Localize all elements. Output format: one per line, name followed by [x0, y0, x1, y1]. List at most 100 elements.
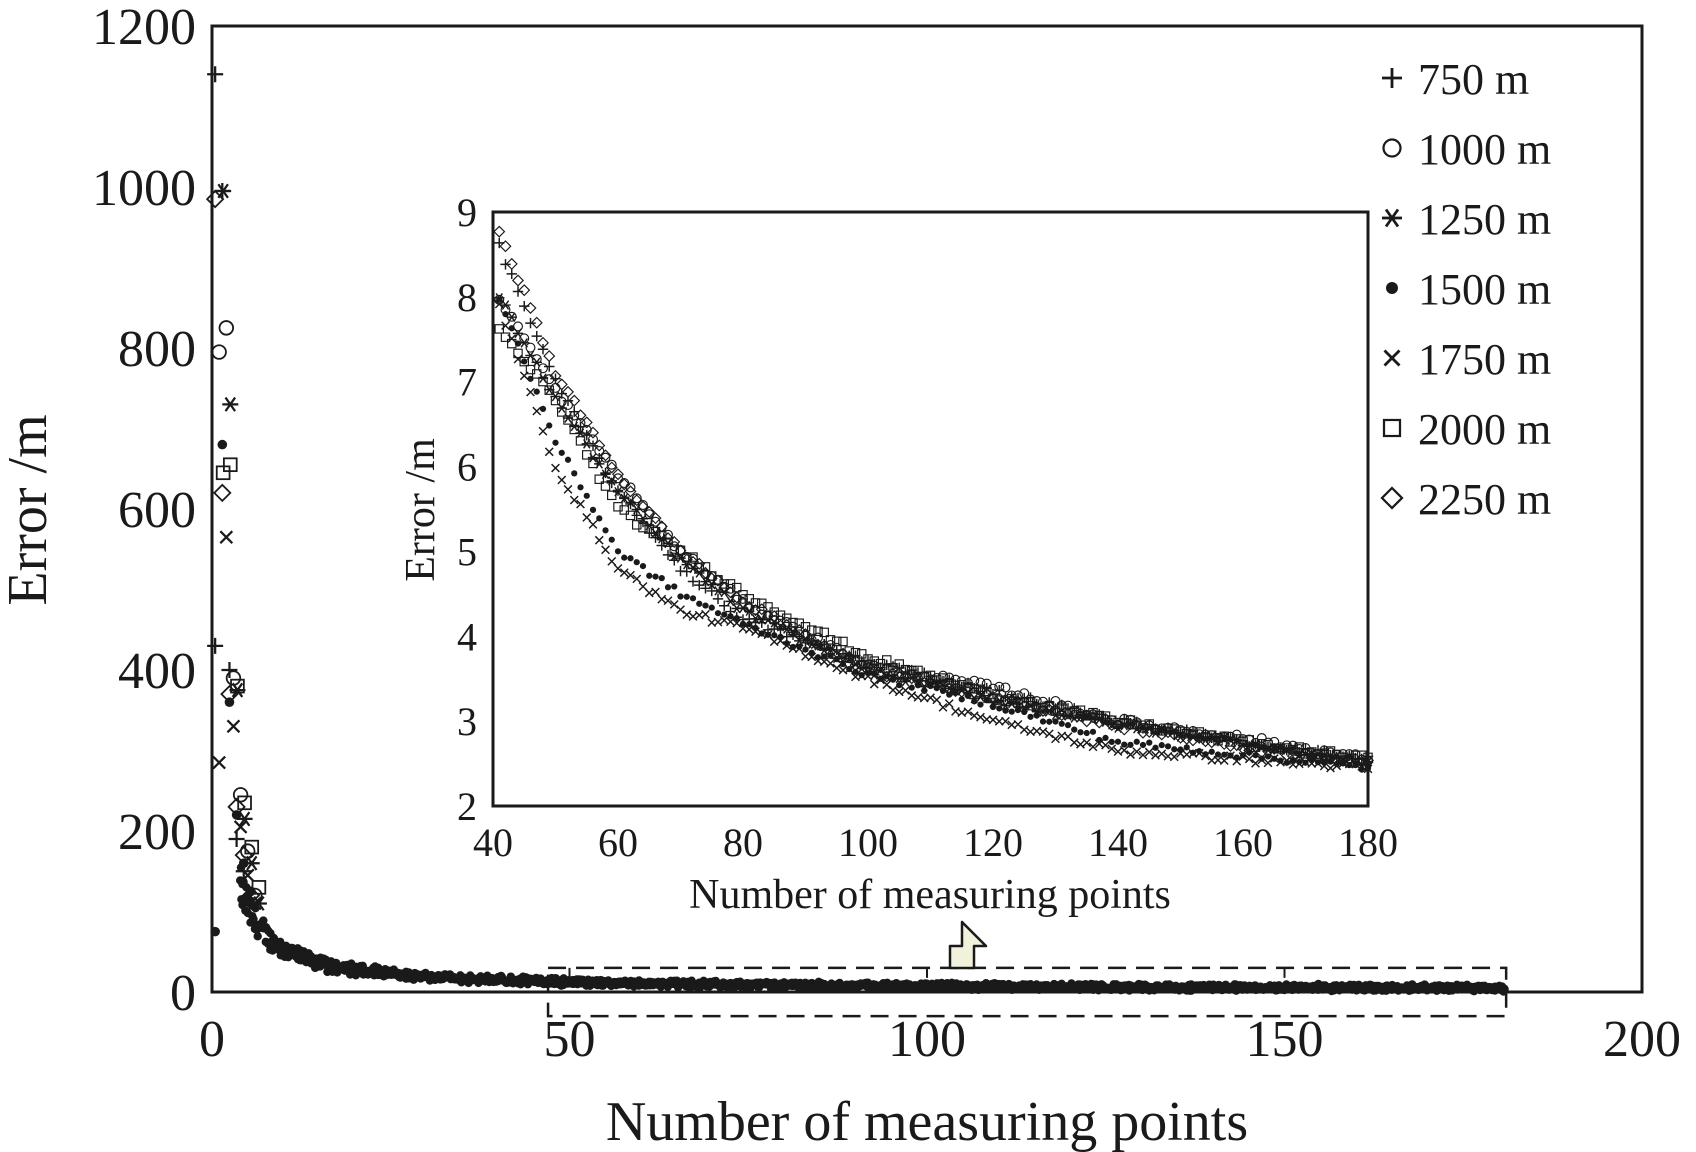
main-point-2000m [244, 839, 260, 855]
inset-point [524, 301, 537, 315]
inset-point [507, 338, 517, 349]
inset-point [744, 624, 754, 634]
inset-point [552, 439, 559, 446]
inset-point [1168, 728, 1181, 741]
inset-point [1075, 705, 1086, 715]
inset-point [532, 406, 542, 416]
inset-x-tick-label: 80 [723, 820, 763, 865]
inset-point [621, 554, 628, 561]
inset-point [636, 500, 650, 513]
inset-point [658, 575, 665, 582]
inset-point [1257, 755, 1267, 765]
inset-point [807, 652, 817, 662]
inset-point [1163, 723, 1173, 733]
inset-point [686, 555, 700, 568]
inset-point [632, 520, 642, 530]
inset-point [1307, 747, 1317, 757]
inset-point [780, 618, 793, 631]
inset-point [1300, 749, 1311, 759]
main-point-1750m [248, 896, 262, 911]
inset-x-axis-label: Number of measuring points [689, 872, 1171, 918]
inset-point [569, 424, 579, 435]
inset-point [643, 505, 656, 518]
inset-point [1252, 752, 1259, 759]
inset-point [1044, 700, 1054, 711]
main-point-2000m [237, 795, 252, 811]
main-point-1750m [219, 530, 234, 544]
inset-point [1132, 747, 1142, 757]
inset-point [889, 676, 897, 683]
inset-point [833, 656, 840, 663]
inset-point [1062, 700, 1074, 711]
inset-point [838, 636, 848, 647]
inset-point [901, 686, 910, 695]
legend-entry: 1000 m [1382, 125, 1551, 174]
legend-label: 750 m [1418, 55, 1529, 104]
inset-point [533, 388, 540, 395]
inset-point [794, 636, 805, 646]
inset-point [799, 628, 812, 641]
inset-point [1255, 746, 1268, 759]
main-y-axis-label: Error /m [0, 414, 59, 605]
inset-point [594, 445, 605, 456]
inset-point [1038, 702, 1048, 713]
inset-point [1238, 752, 1248, 761]
inset-point [496, 296, 503, 303]
inset-point [652, 573, 659, 580]
inset-point [744, 606, 755, 617]
inset-point [575, 436, 586, 446]
inset-point [1039, 718, 1047, 725]
inset-point [569, 495, 579, 505]
inset-point [1038, 727, 1048, 737]
inset-point [631, 493, 642, 504]
inset-point [638, 522, 648, 533]
inset-point [911, 674, 925, 687]
inset-point [750, 613, 761, 624]
inset-point [586, 426, 600, 439]
inset-data-marks [493, 225, 1375, 774]
inset-point [976, 712, 985, 722]
inset-point [500, 332, 511, 342]
inset-point [1139, 741, 1147, 749]
inset-y-tick-labels: 2 3 4 5 6 7 8 9 [457, 190, 477, 829]
main-x-tick-label: 50 [544, 1011, 596, 1068]
inset-point [789, 643, 797, 651]
inset-point [1058, 720, 1065, 727]
legend-label: 2250 m [1418, 475, 1551, 524]
legend-marker-asterisk [1382, 208, 1402, 228]
inset-point [886, 667, 900, 680]
main-point-1750m [212, 755, 226, 770]
inset-point [600, 467, 611, 479]
inset-point [857, 649, 867, 659]
inset-point [1152, 744, 1159, 751]
main-point-1750m [233, 820, 248, 834]
inset-point [836, 647, 850, 660]
inset-point [730, 591, 743, 604]
inset-point [1349, 752, 1362, 765]
inset-point [689, 595, 697, 602]
inset-point [1127, 741, 1134, 749]
inset-point [1164, 743, 1172, 750]
inset-point [677, 593, 684, 600]
inset-point [1171, 746, 1178, 753]
inset-point [926, 693, 935, 703]
main-y-tick-label: 800 [118, 321, 196, 378]
inset-point [971, 698, 978, 705]
inset-point [930, 678, 943, 691]
inset-point [805, 637, 818, 650]
inset-point [1089, 728, 1097, 735]
inset-point [582, 450, 592, 460]
inset-chart: 40 60 80 100 120 140 160 180 2 3 4 5 6 7 8 9 Number of… [398, 190, 1398, 918]
inset-point [711, 574, 725, 587]
inset-point [1019, 725, 1029, 735]
inset-point [1350, 750, 1361, 761]
inset-point [839, 661, 847, 668]
inset-x-tick-label: 180 [1338, 820, 1398, 865]
inset-point [1143, 725, 1156, 738]
inset-point [724, 586, 737, 599]
inset-plot-frame [491, 210, 1370, 808]
inset-point [618, 478, 631, 491]
inset-point [587, 434, 599, 445]
inset-point [1118, 723, 1131, 736]
